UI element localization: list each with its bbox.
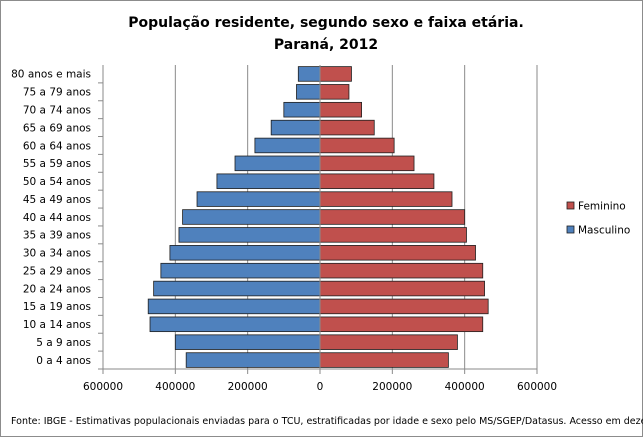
bar-masculino (254, 137, 321, 154)
x-tick-label: 200000 (372, 381, 412, 393)
source-note: Fonte: IBGE - Estimativas populacionais … (11, 416, 643, 427)
bar-feminino (319, 155, 415, 172)
category-label: 0 a 4 anos (36, 355, 91, 367)
legend-swatch (566, 201, 575, 210)
bar-masculino (216, 173, 321, 189)
category-label: 35 a 39 anos (23, 230, 91, 242)
bar-feminino (319, 227, 467, 243)
bar-masculino (153, 280, 321, 297)
category-label: 20 a 24 anos (23, 283, 91, 295)
bar-masculino (283, 101, 321, 118)
bar-masculino (182, 209, 321, 225)
bar-feminino (319, 209, 466, 225)
bar-feminino (319, 280, 485, 297)
axes: 0 a 4 anos 5 a 9 anos 10 a 14 anos 15 a 19 … (11, 65, 557, 393)
bar-masculino (174, 334, 321, 350)
chart-title: População residente, segundo sexo e faix… (128, 15, 524, 31)
category-label: 15 a 19 anos (23, 301, 91, 313)
x-tick-label: 400000 (155, 381, 195, 393)
category-label: 65 a 69 anos (23, 122, 91, 134)
bar-masculino (196, 191, 321, 207)
bar-feminino (319, 334, 458, 350)
legend-label: Masculino (578, 225, 630, 237)
bar-masculino (160, 262, 321, 279)
x-tick-label: 200000 (228, 381, 268, 393)
category-label: 10 a 14 anos (23, 319, 91, 331)
bar-masculino (296, 84, 321, 100)
category-label: 45 a 49 anos (23, 194, 91, 206)
category-label: 40 a 44 anos (23, 212, 91, 224)
bar-feminino (319, 262, 484, 279)
x-tick-label: 400000 (445, 381, 485, 393)
category-label: 80 anos e mais (11, 69, 91, 81)
bar-masculino (149, 316, 321, 333)
category-label: 75 a 79 anos (23, 87, 91, 99)
bar-feminino (319, 119, 375, 136)
bar-feminino (319, 191, 453, 207)
bar-masculino (185, 352, 321, 368)
category-label: 70 a 74 anos (23, 105, 91, 117)
bar-masculino (147, 298, 321, 315)
legend-label: Feminino (578, 201, 626, 213)
bar-feminino (319, 352, 449, 368)
bar-masculino (297, 66, 321, 82)
bar-masculino (234, 155, 321, 172)
bar-masculino (270, 119, 321, 136)
bar-masculino (178, 227, 321, 243)
x-tick-label: 0 (317, 381, 324, 393)
bar-feminino (319, 298, 489, 315)
category-label: 5 a 9 anos (36, 337, 91, 349)
legend: Feminino Masculino (566, 201, 630, 237)
category-label: 60 a 64 anos (23, 140, 91, 152)
category-label: 50 a 54 anos (23, 176, 91, 188)
category-label: 30 a 34 anos (23, 248, 91, 260)
x-tick-label: 600000 (517, 381, 557, 393)
bar-feminino (319, 101, 362, 118)
bar-feminino (319, 173, 435, 189)
bar-feminino (319, 66, 352, 82)
category-label: 25 a 29 anos (23, 265, 91, 277)
bar-masculino (169, 245, 321, 261)
legend-swatch (566, 225, 575, 234)
bar-feminino (319, 137, 395, 154)
bar-feminino (319, 316, 484, 333)
bar-feminino (319, 84, 350, 100)
bar-feminino (319, 245, 476, 261)
category-label: 55 a 59 anos (23, 158, 91, 170)
bars (147, 66, 489, 368)
x-tick-label: 600000 (83, 381, 123, 393)
chart-subtitle: Paraná, 2012 (274, 37, 378, 53)
